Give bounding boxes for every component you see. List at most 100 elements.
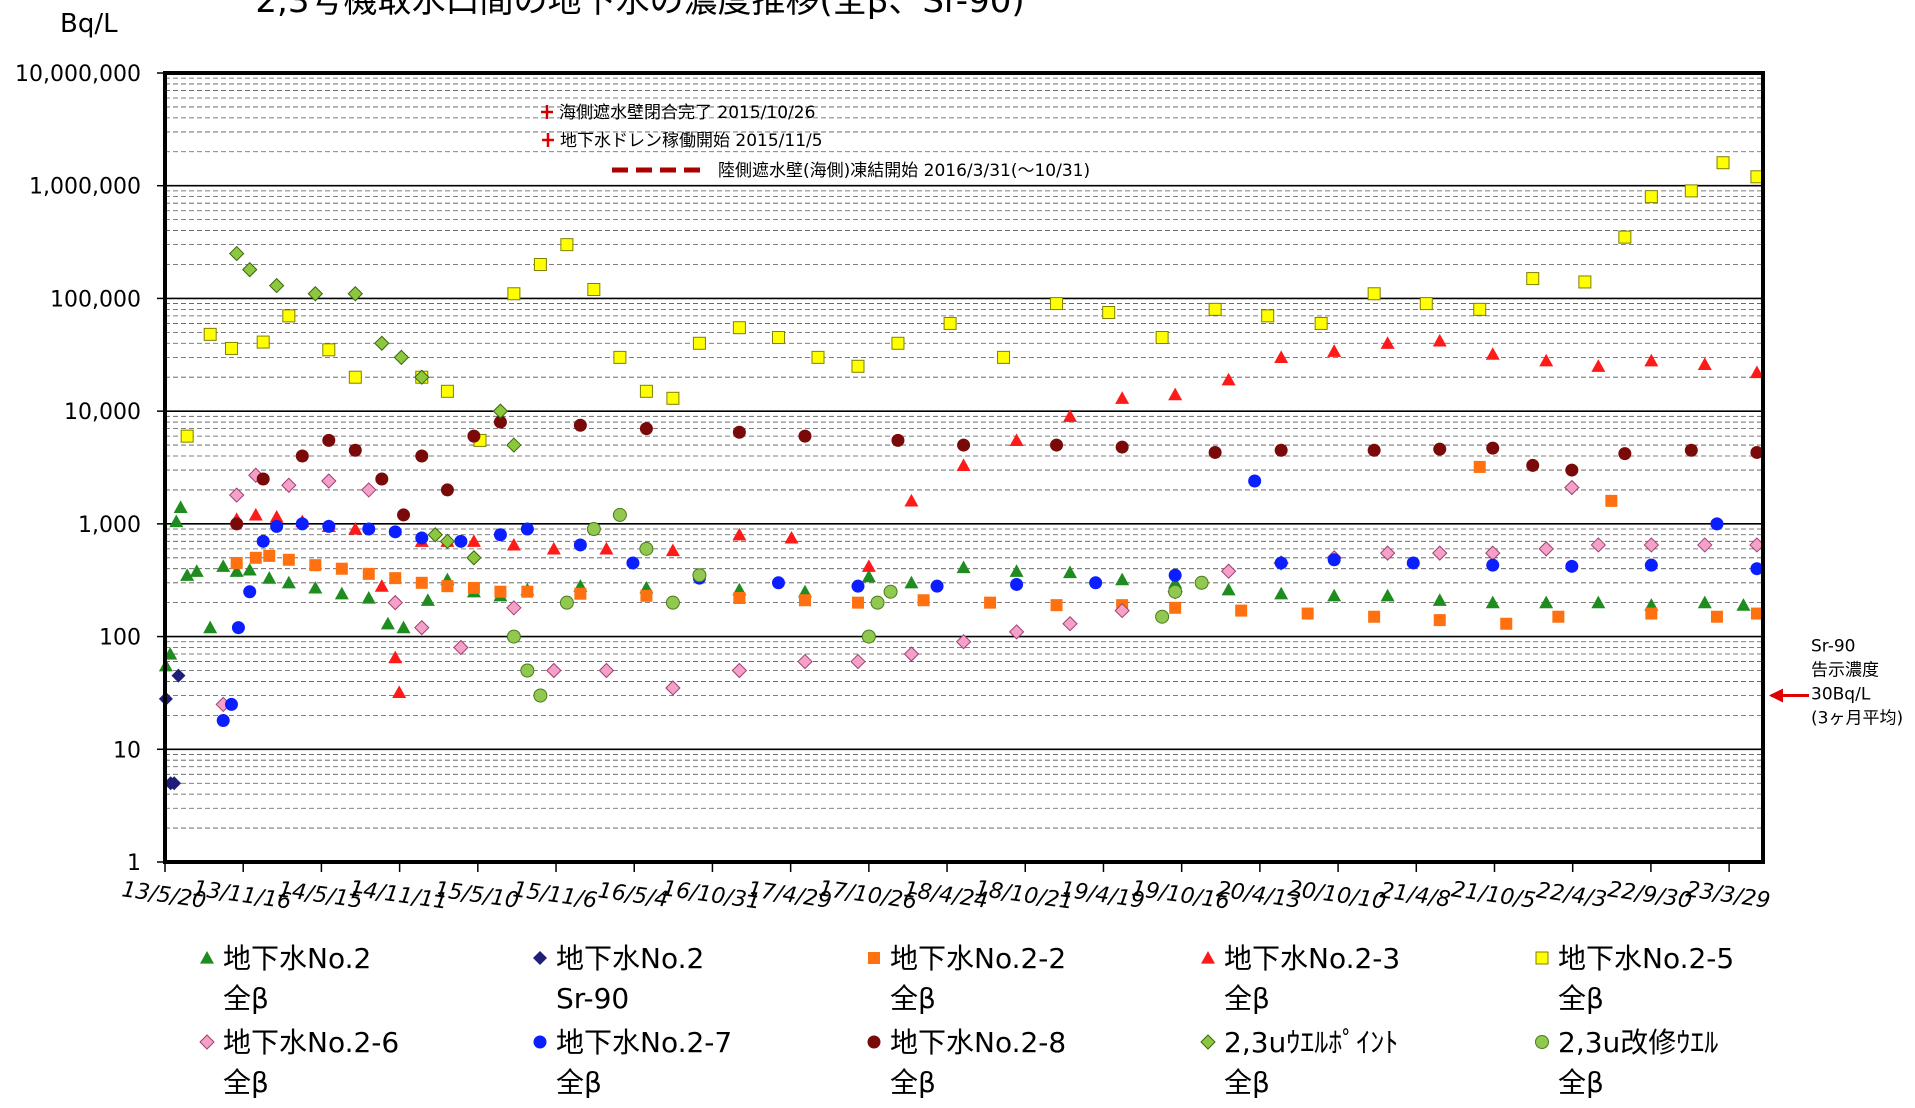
data-point [494, 585, 507, 598]
legend-label: 全β [223, 982, 269, 1015]
legend-label: 全β [1558, 1066, 1604, 1099]
data-point [230, 517, 244, 531]
legend-marker [1535, 1035, 1549, 1049]
data-point [1591, 595, 1606, 609]
data-point [861, 569, 876, 583]
data-point [397, 508, 411, 522]
annotation-2: 地下水ドレン稼働開始 2015/11/5 [542, 131, 823, 151]
data-point [1605, 494, 1618, 507]
data-point [441, 580, 454, 593]
data-point [307, 286, 324, 302]
data-point [1590, 537, 1607, 553]
data-point [256, 472, 270, 486]
data-point [224, 697, 238, 711]
series-8 [230, 415, 1764, 531]
data-point [586, 522, 601, 537]
data-point [1274, 350, 1289, 363]
data-point [249, 551, 262, 564]
data-point [216, 559, 231, 572]
legend-label: 全β [556, 1066, 602, 1099]
data-point [322, 433, 336, 447]
data-point [173, 500, 188, 513]
legend-label: 地下水No.2 [556, 942, 704, 975]
data-point [1115, 440, 1129, 454]
data-point [1645, 607, 1658, 620]
data-point [492, 403, 509, 419]
data-point [1644, 190, 1658, 204]
legend-item-2: 地下水No.2 Sr-90 [533, 942, 704, 1015]
grid-layer [165, 77, 1763, 863]
series-9 [228, 245, 522, 566]
data-point [1473, 302, 1487, 316]
data-point [1169, 601, 1182, 614]
data-point [692, 568, 707, 583]
legend-label: 全β [223, 1066, 269, 1099]
data-point [216, 714, 230, 728]
data-point [1433, 442, 1447, 456]
legend-label: 全β [1224, 982, 1270, 1015]
data-point [851, 359, 865, 373]
legend-item-9: 2,3uｳｴﾙﾎﾟｲﾝﾄ 全β [1200, 1026, 1398, 1099]
legend-label: 2,3u改修ｳｴﾙ [1558, 1026, 1718, 1059]
data-point [1684, 443, 1698, 457]
data-point [546, 662, 562, 679]
data-point [598, 662, 615, 679]
data-point [613, 350, 627, 364]
legend-item-5: 地下水No.2-5 全β [1535, 942, 1734, 1015]
data-point [467, 429, 481, 443]
data-point [322, 519, 336, 533]
annotation-3: 陸側遮水壁(海側)凍結開始 2016/3/31(～10/31) [612, 161, 1090, 181]
legend-item-7: 地下水No.2-7 全β [533, 1026, 732, 1099]
data-point [454, 534, 468, 548]
data-point [732, 527, 747, 541]
data-point [256, 335, 270, 349]
data-point [1208, 445, 1222, 459]
data-point [1379, 545, 1396, 561]
data-point [1009, 433, 1024, 447]
data-point [771, 331, 785, 345]
data-point [1578, 275, 1592, 289]
data-point [612, 507, 627, 522]
data-point [798, 429, 812, 443]
data-point [507, 287, 521, 301]
data-point [262, 571, 277, 584]
chart-title: 2,3号機取水口間の地下水の濃度推移(全β、Sr-90) [255, 0, 1024, 21]
legend-marker [868, 952, 880, 964]
data-point [626, 556, 640, 570]
data-point [388, 650, 403, 664]
data-point [1473, 460, 1486, 473]
data-point [904, 575, 919, 589]
data-point [362, 522, 376, 536]
data-point [1432, 545, 1448, 561]
y-tick-label: 100 [99, 626, 141, 651]
data-point [665, 543, 680, 557]
data-point [348, 443, 362, 457]
data-point [1485, 347, 1500, 360]
data-point [348, 522, 363, 535]
series-10 [506, 507, 1209, 703]
y-tick-label: 10 [113, 738, 141, 763]
data-point [957, 438, 971, 452]
data-point [224, 341, 238, 355]
data-point [903, 646, 920, 662]
data-point [955, 634, 972, 650]
data-point [415, 531, 429, 545]
data-point [1591, 359, 1606, 372]
data-point [732, 425, 746, 439]
data-point [167, 776, 182, 791]
data-point [335, 562, 348, 575]
legend-marker [867, 1035, 881, 1049]
legend-marker [199, 1034, 215, 1050]
data-point [270, 519, 284, 533]
legend-item-10: 2,3u改修ｳｴﾙ 全β [1535, 1026, 1718, 1099]
data-point [1155, 331, 1169, 345]
legend-item-6: 地下水No.2-6 全β [199, 1026, 399, 1099]
data-point [533, 688, 548, 703]
data-point [506, 537, 521, 551]
data-point [1432, 593, 1447, 606]
data-point [493, 528, 507, 542]
legend-label: 地下水No.2-5 [1558, 942, 1734, 975]
legend-marker [1201, 951, 1215, 964]
